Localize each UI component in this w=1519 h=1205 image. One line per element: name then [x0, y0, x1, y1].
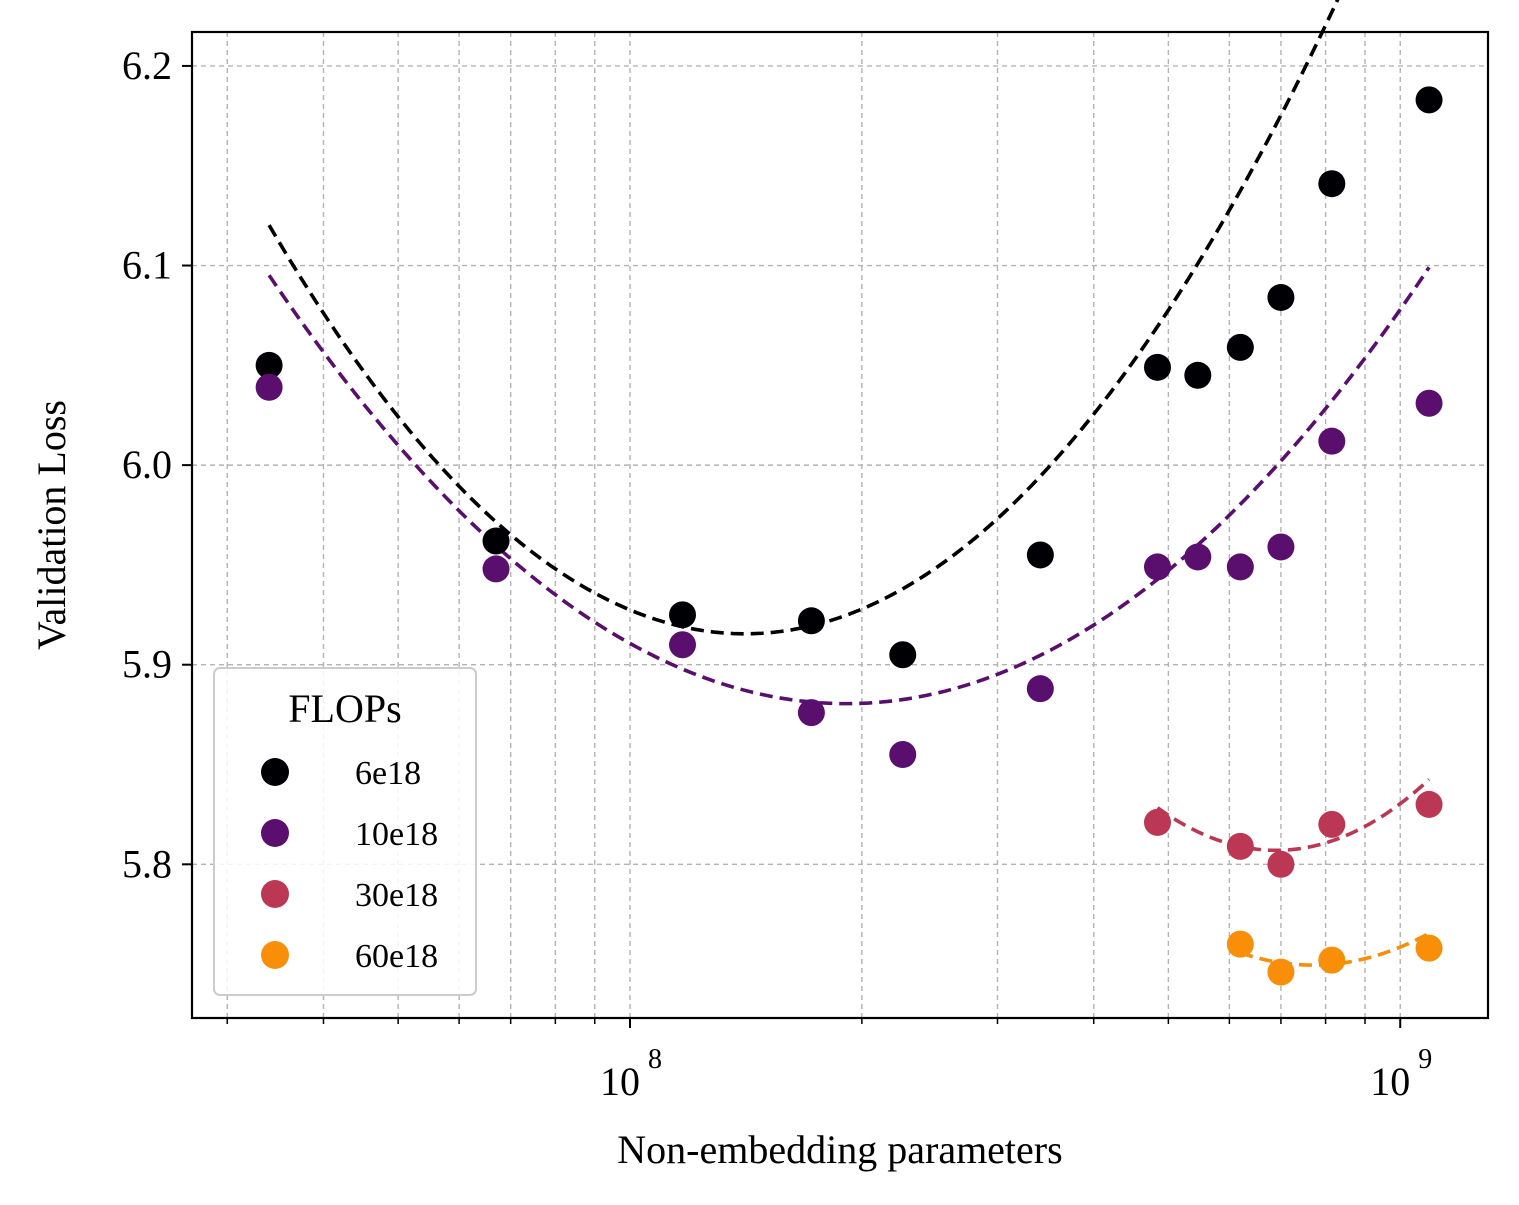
plot-area-frame: [190, 30, 1490, 1020]
data-point-6e18: [1415, 86, 1443, 114]
legend-label-30e18: 30e18: [355, 877, 438, 914]
fit-curve-30e18: [1156, 778, 1431, 853]
legend-items: 6e18 10e18 30e18 60e18: [261, 755, 438, 975]
data-point-10e18: [1267, 533, 1295, 561]
y-tick-label: 6.1: [122, 243, 172, 288]
data-point-6e18: [669, 601, 697, 629]
y-axis-ticks: 5.8 5.9 6.0 6.1 6.2: [122, 43, 192, 886]
data-point-10e18: [1184, 543, 1212, 571]
x-axis-label: Non-embedding parameters: [617, 1127, 1062, 1172]
data-point-10e18: [1226, 553, 1254, 581]
data-point-10e18: [669, 631, 697, 659]
x-tick-label: 10: [600, 1059, 640, 1104]
fit-curve-6e18: [267, 0, 1340, 636]
fit-curve-60e18: [1239, 931, 1430, 967]
legend-marker-60e18: [261, 941, 289, 969]
legend-marker-10e18: [261, 819, 289, 847]
data-point-10e18: [482, 555, 510, 583]
data-point-6e18: [1318, 170, 1346, 198]
data-point-60e18: [1226, 930, 1254, 958]
legend-marker-30e18: [261, 880, 289, 908]
data-point-10e18: [1415, 389, 1443, 417]
legend-box: [213, 667, 477, 996]
legend-title: FLOPs: [288, 686, 401, 731]
data-point-60e18: [1415, 934, 1443, 962]
y-tick-label: 6.2: [122, 43, 172, 88]
data-point-6e18: [1226, 333, 1254, 361]
x-tick-label: 10: [1370, 1059, 1410, 1104]
y-tick-label: 6.0: [122, 442, 172, 487]
x-tick-label-exponent: 9: [1418, 1044, 1432, 1075]
data-point-30e18: [1267, 850, 1295, 878]
data-point-10e18: [1026, 675, 1054, 703]
data-point-10e18: [889, 741, 917, 769]
data-point-6e18: [482, 527, 510, 555]
x-axis-ticks: 10 8 10 9: [226, 1018, 1432, 1104]
legend-label-10e18: 10e18: [355, 816, 438, 853]
data-points: [255, 86, 1443, 986]
data-point-6e18: [255, 351, 283, 379]
legend-marker-6e18: [261, 758, 289, 786]
data-point-30e18: [1226, 832, 1254, 860]
fit-curves: [267, 0, 1431, 967]
y-tick-label: 5.9: [122, 642, 172, 687]
data-point-30e18: [1415, 790, 1443, 818]
data-point-10e18: [1318, 427, 1346, 455]
y-tick-label: 5.8: [122, 841, 172, 886]
data-point-10e18: [797, 699, 825, 727]
legend-label-6e18: 6e18: [355, 755, 421, 792]
legend-label-60e18: 60e18: [355, 938, 438, 975]
data-point-30e18: [1143, 808, 1171, 836]
data-point-10e18: [1143, 553, 1171, 581]
data-point-6e18: [797, 607, 825, 635]
data-point-6e18: [889, 641, 917, 669]
data-point-10e18: [255, 373, 283, 401]
data-point-60e18: [1318, 946, 1346, 974]
data-point-6e18: [1143, 353, 1171, 381]
x-tick-label-exponent: 8: [648, 1044, 662, 1075]
legend: FLOPs 6e18 10e18 30e18 60e18: [213, 667, 477, 996]
data-point-60e18: [1267, 958, 1295, 986]
data-point-6e18: [1026, 541, 1054, 569]
data-point-6e18: [1184, 361, 1212, 389]
data-point-6e18: [1267, 283, 1295, 311]
data-point-30e18: [1318, 810, 1346, 838]
y-axis-label: Validation Loss: [29, 400, 74, 650]
fit-curve-10e18: [267, 266, 1431, 706]
